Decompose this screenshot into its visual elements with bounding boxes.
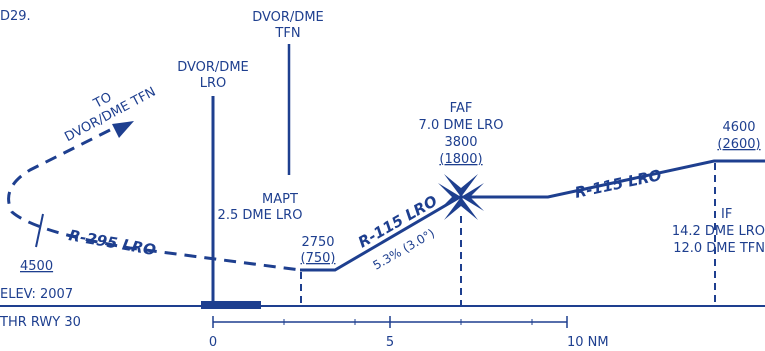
runway-bar <box>201 301 261 309</box>
dvor-tfn-line-2: TFN <box>274 26 300 41</box>
if-line-2: 14.2 DME LRO <box>672 224 765 239</box>
faf-line-1: FAF <box>450 101 473 116</box>
if-line-3: 12.0 DME TFN <box>673 241 765 256</box>
altitude-4500-tick <box>35 213 44 248</box>
altitude-4500: 4500 <box>20 259 53 274</box>
final-approach-path <box>300 159 765 272</box>
dvor-lro-line-1: DVOR/DME <box>177 60 249 75</box>
if-line-1: IF <box>721 207 732 222</box>
faf-line-3: 3800 <box>444 135 477 150</box>
radial-r115-level-label: R-115 LRO <box>573 166 663 202</box>
altitude-4600: 4600 <box>722 120 755 135</box>
if-label: IF 14.2 DME LRO 12.0 DME TFN <box>672 207 765 256</box>
mapt-line-1: MAPT <box>262 192 298 207</box>
mapt-line-2: 2.5 DME LRO <box>218 208 303 223</box>
distance-scale: 0 5 10 NM <box>209 316 609 350</box>
scale-label-0: 0 <box>209 335 217 350</box>
altitude-2750: 2750 <box>301 235 334 250</box>
faf-line-2: 7.0 DME LRO <box>419 118 504 133</box>
to-dvor-label: TO DVOR/DME TFN <box>62 85 158 146</box>
scale-label-10: 10 NM <box>567 335 609 350</box>
figure-id: D29. <box>0 9 31 24</box>
procedure-turn-path <box>7 128 301 272</box>
radial-r295-label: R-295 LRO <box>67 226 157 259</box>
altitude-4600-agl: (2600) <box>717 137 760 152</box>
dvor-tfn-line-1: DVOR/DME <box>252 10 324 25</box>
to-dvor-line-2: DVOR/DME TFN <box>62 85 158 146</box>
faf-label: FAF 7.0 DME LRO 3800 (1800) <box>419 101 504 167</box>
scale-label-5: 5 <box>386 335 394 350</box>
threshold-label: THR RWY 30 <box>0 315 81 330</box>
dvor-lro-label: DVOR/DME LRO <box>177 60 249 91</box>
dvor-lro-line-2: LRO <box>200 76 227 91</box>
mapt-label: MAPT 2.5 DME LRO <box>218 192 303 223</box>
faf-maltese-cross-icon <box>438 174 484 220</box>
elevation-label: ELEV: 2007 <box>0 287 73 302</box>
altitude-2750-agl: (750) <box>301 251 336 266</box>
dvor-tfn-label: DVOR/DME TFN <box>252 10 324 41</box>
direction-arrowhead <box>112 121 134 138</box>
faf-line-4: (1800) <box>439 152 482 167</box>
